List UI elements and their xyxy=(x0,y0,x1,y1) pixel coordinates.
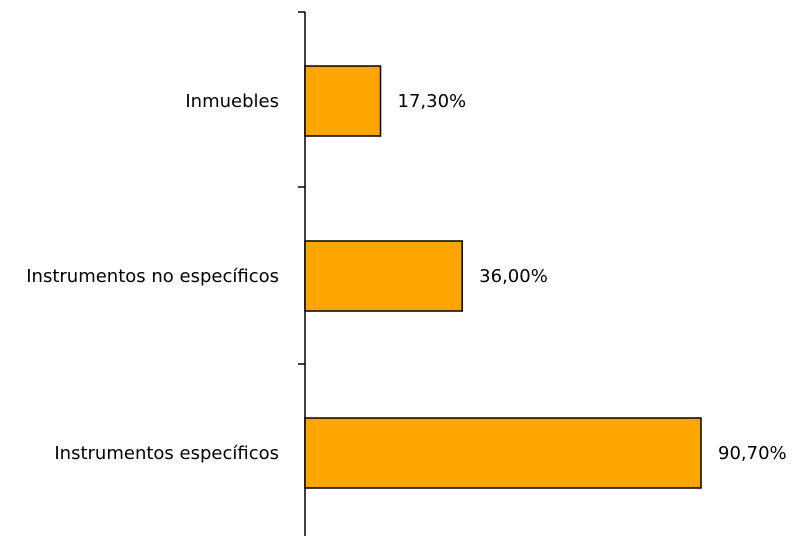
value-label: 90,70% xyxy=(718,443,787,464)
bar xyxy=(304,240,463,312)
category-label: Inmuebles xyxy=(185,91,279,112)
bar xyxy=(304,65,382,137)
bar xyxy=(304,417,702,489)
category-label: Instrumentos no específicos xyxy=(26,266,279,287)
value-label: 17,30% xyxy=(398,91,467,112)
category-label: Instrumentos específicos xyxy=(54,443,279,464)
value-label: 36,00% xyxy=(479,266,548,287)
bars-group: Inmuebles 17,30% Instrumentos no específic… xyxy=(26,65,787,489)
